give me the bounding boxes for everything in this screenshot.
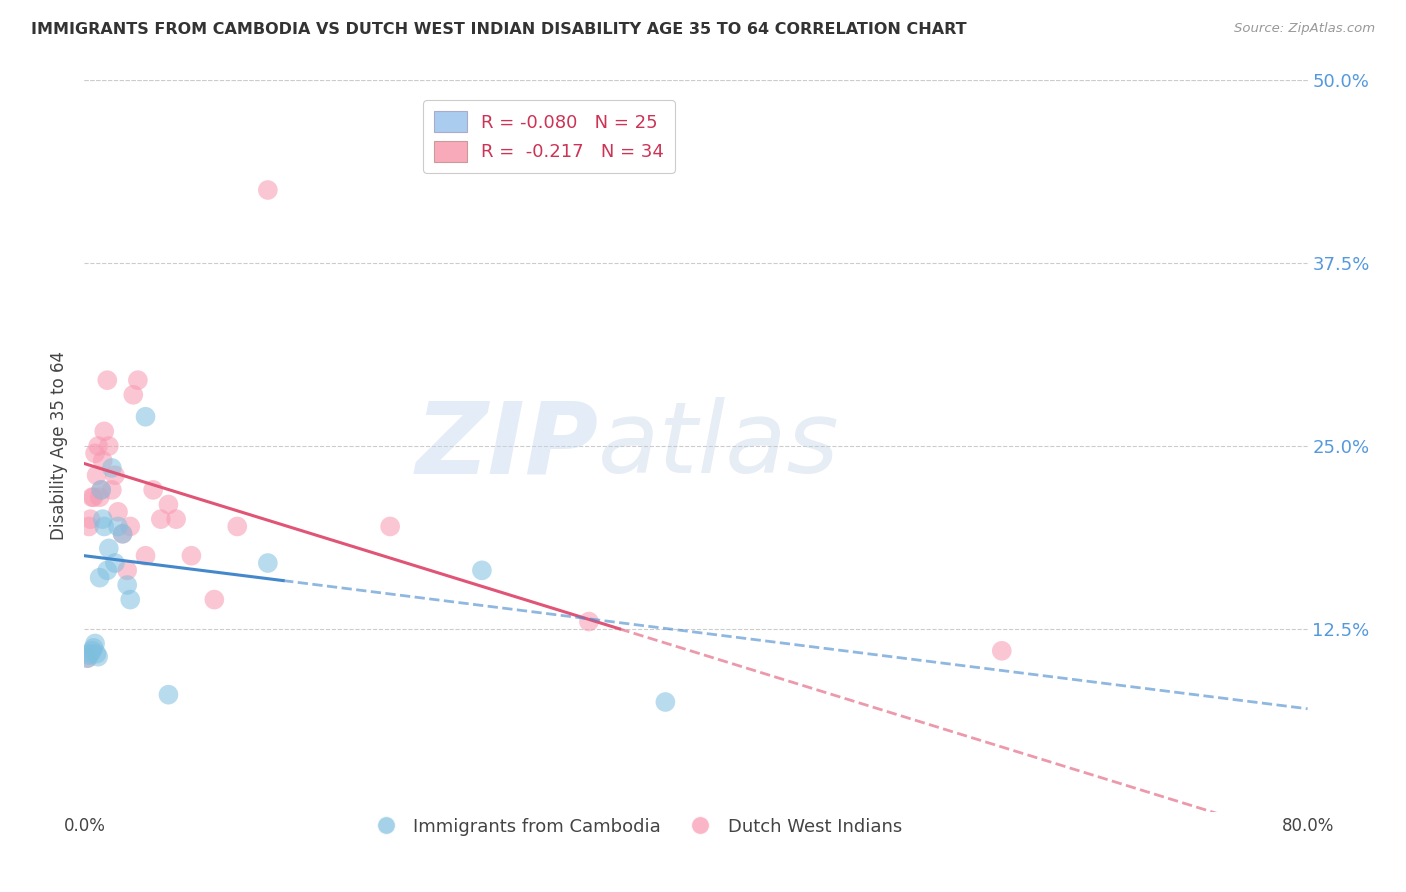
Point bbox=[91, 512, 114, 526]
Point bbox=[80, 644, 103, 658]
Text: atlas: atlas bbox=[598, 398, 839, 494]
Point bbox=[115, 563, 138, 577]
Point bbox=[93, 425, 115, 439]
Point bbox=[115, 578, 138, 592]
Point bbox=[93, 519, 115, 533]
Point bbox=[91, 453, 114, 467]
Point bbox=[122, 388, 145, 402]
Point bbox=[97, 541, 120, 556]
Text: IMMIGRANTS FROM CAMBODIA VS DUTCH WEST INDIAN DISABILITY AGE 35 TO 64 CORRELATIO: IMMIGRANTS FROM CAMBODIA VS DUTCH WEST I… bbox=[31, 22, 966, 37]
Point bbox=[80, 490, 103, 504]
Point bbox=[991, 644, 1014, 658]
Point bbox=[149, 512, 172, 526]
Point bbox=[654, 695, 676, 709]
Point bbox=[107, 505, 129, 519]
Point bbox=[86, 647, 108, 661]
Point bbox=[76, 651, 98, 665]
Point bbox=[84, 446, 107, 460]
Legend: Immigrants from Cambodia, Dutch West Indians: Immigrants from Cambodia, Dutch West Ind… bbox=[360, 811, 910, 843]
Point bbox=[87, 439, 110, 453]
Point bbox=[79, 647, 101, 661]
Point bbox=[180, 549, 202, 563]
Point bbox=[157, 498, 180, 512]
Point bbox=[87, 649, 110, 664]
Point bbox=[257, 556, 280, 570]
Point bbox=[107, 519, 129, 533]
Text: Source: ZipAtlas.com: Source: ZipAtlas.com bbox=[1234, 22, 1375, 36]
Point bbox=[84, 636, 107, 650]
Point bbox=[111, 526, 134, 541]
Point bbox=[104, 468, 127, 483]
Point bbox=[471, 563, 494, 577]
Point bbox=[89, 571, 111, 585]
Point bbox=[79, 512, 101, 526]
Point bbox=[135, 549, 157, 563]
Point bbox=[101, 461, 124, 475]
Point bbox=[76, 651, 98, 665]
Point bbox=[97, 439, 120, 453]
Point bbox=[96, 563, 118, 577]
Point bbox=[135, 409, 157, 424]
Point bbox=[104, 556, 127, 570]
Text: ZIP: ZIP bbox=[415, 398, 598, 494]
Point bbox=[89, 490, 111, 504]
Point bbox=[111, 526, 134, 541]
Point bbox=[165, 512, 187, 526]
Point bbox=[101, 483, 124, 497]
Point bbox=[578, 615, 600, 629]
Point bbox=[77, 519, 100, 533]
Point bbox=[257, 183, 280, 197]
Point bbox=[96, 373, 118, 387]
Point bbox=[90, 483, 112, 497]
Point bbox=[86, 468, 108, 483]
Point bbox=[120, 519, 142, 533]
Point bbox=[380, 519, 402, 533]
Point bbox=[157, 688, 180, 702]
Y-axis label: Disability Age 35 to 64: Disability Age 35 to 64 bbox=[51, 351, 69, 541]
Point bbox=[142, 483, 165, 497]
Point bbox=[226, 519, 249, 533]
Point bbox=[77, 648, 100, 663]
Point bbox=[202, 592, 225, 607]
Point bbox=[83, 640, 105, 655]
Point bbox=[120, 592, 142, 607]
Point bbox=[83, 490, 105, 504]
Point bbox=[90, 483, 112, 497]
Point bbox=[127, 373, 149, 387]
